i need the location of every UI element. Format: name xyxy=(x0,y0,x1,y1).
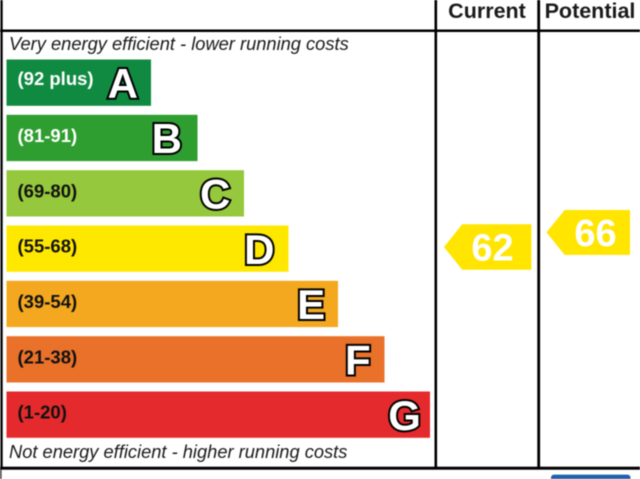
svg-text:F: F xyxy=(345,336,371,383)
svg-text:(55-68): (55-68) xyxy=(18,236,78,257)
svg-text:G: G xyxy=(388,392,421,439)
svg-text:(69-80): (69-80) xyxy=(18,180,78,201)
svg-text:62: 62 xyxy=(471,228,513,270)
svg-text:Potential: Potential xyxy=(545,0,636,23)
svg-text:Current: Current xyxy=(448,0,526,23)
svg-text:B: B xyxy=(152,115,182,162)
svg-text:C: C xyxy=(200,170,230,217)
svg-text:66: 66 xyxy=(574,213,616,255)
svg-text:(21-38): (21-38) xyxy=(18,346,78,367)
svg-text:D: D xyxy=(244,226,274,273)
svg-text:(39-54): (39-54) xyxy=(18,291,78,312)
svg-text:(92 plus): (92 plus) xyxy=(18,68,94,89)
svg-text:(81-91): (81-91) xyxy=(18,125,78,146)
svg-text:Not energy efficient - higher: Not energy efficient - higher running co… xyxy=(9,441,347,462)
svg-text:(1-20): (1-20) xyxy=(18,402,67,423)
svg-text:Very energy efficient - lower: Very energy efficient - lower running co… xyxy=(9,33,349,54)
svg-text:E: E xyxy=(297,281,325,328)
svg-text:A: A xyxy=(108,60,138,107)
